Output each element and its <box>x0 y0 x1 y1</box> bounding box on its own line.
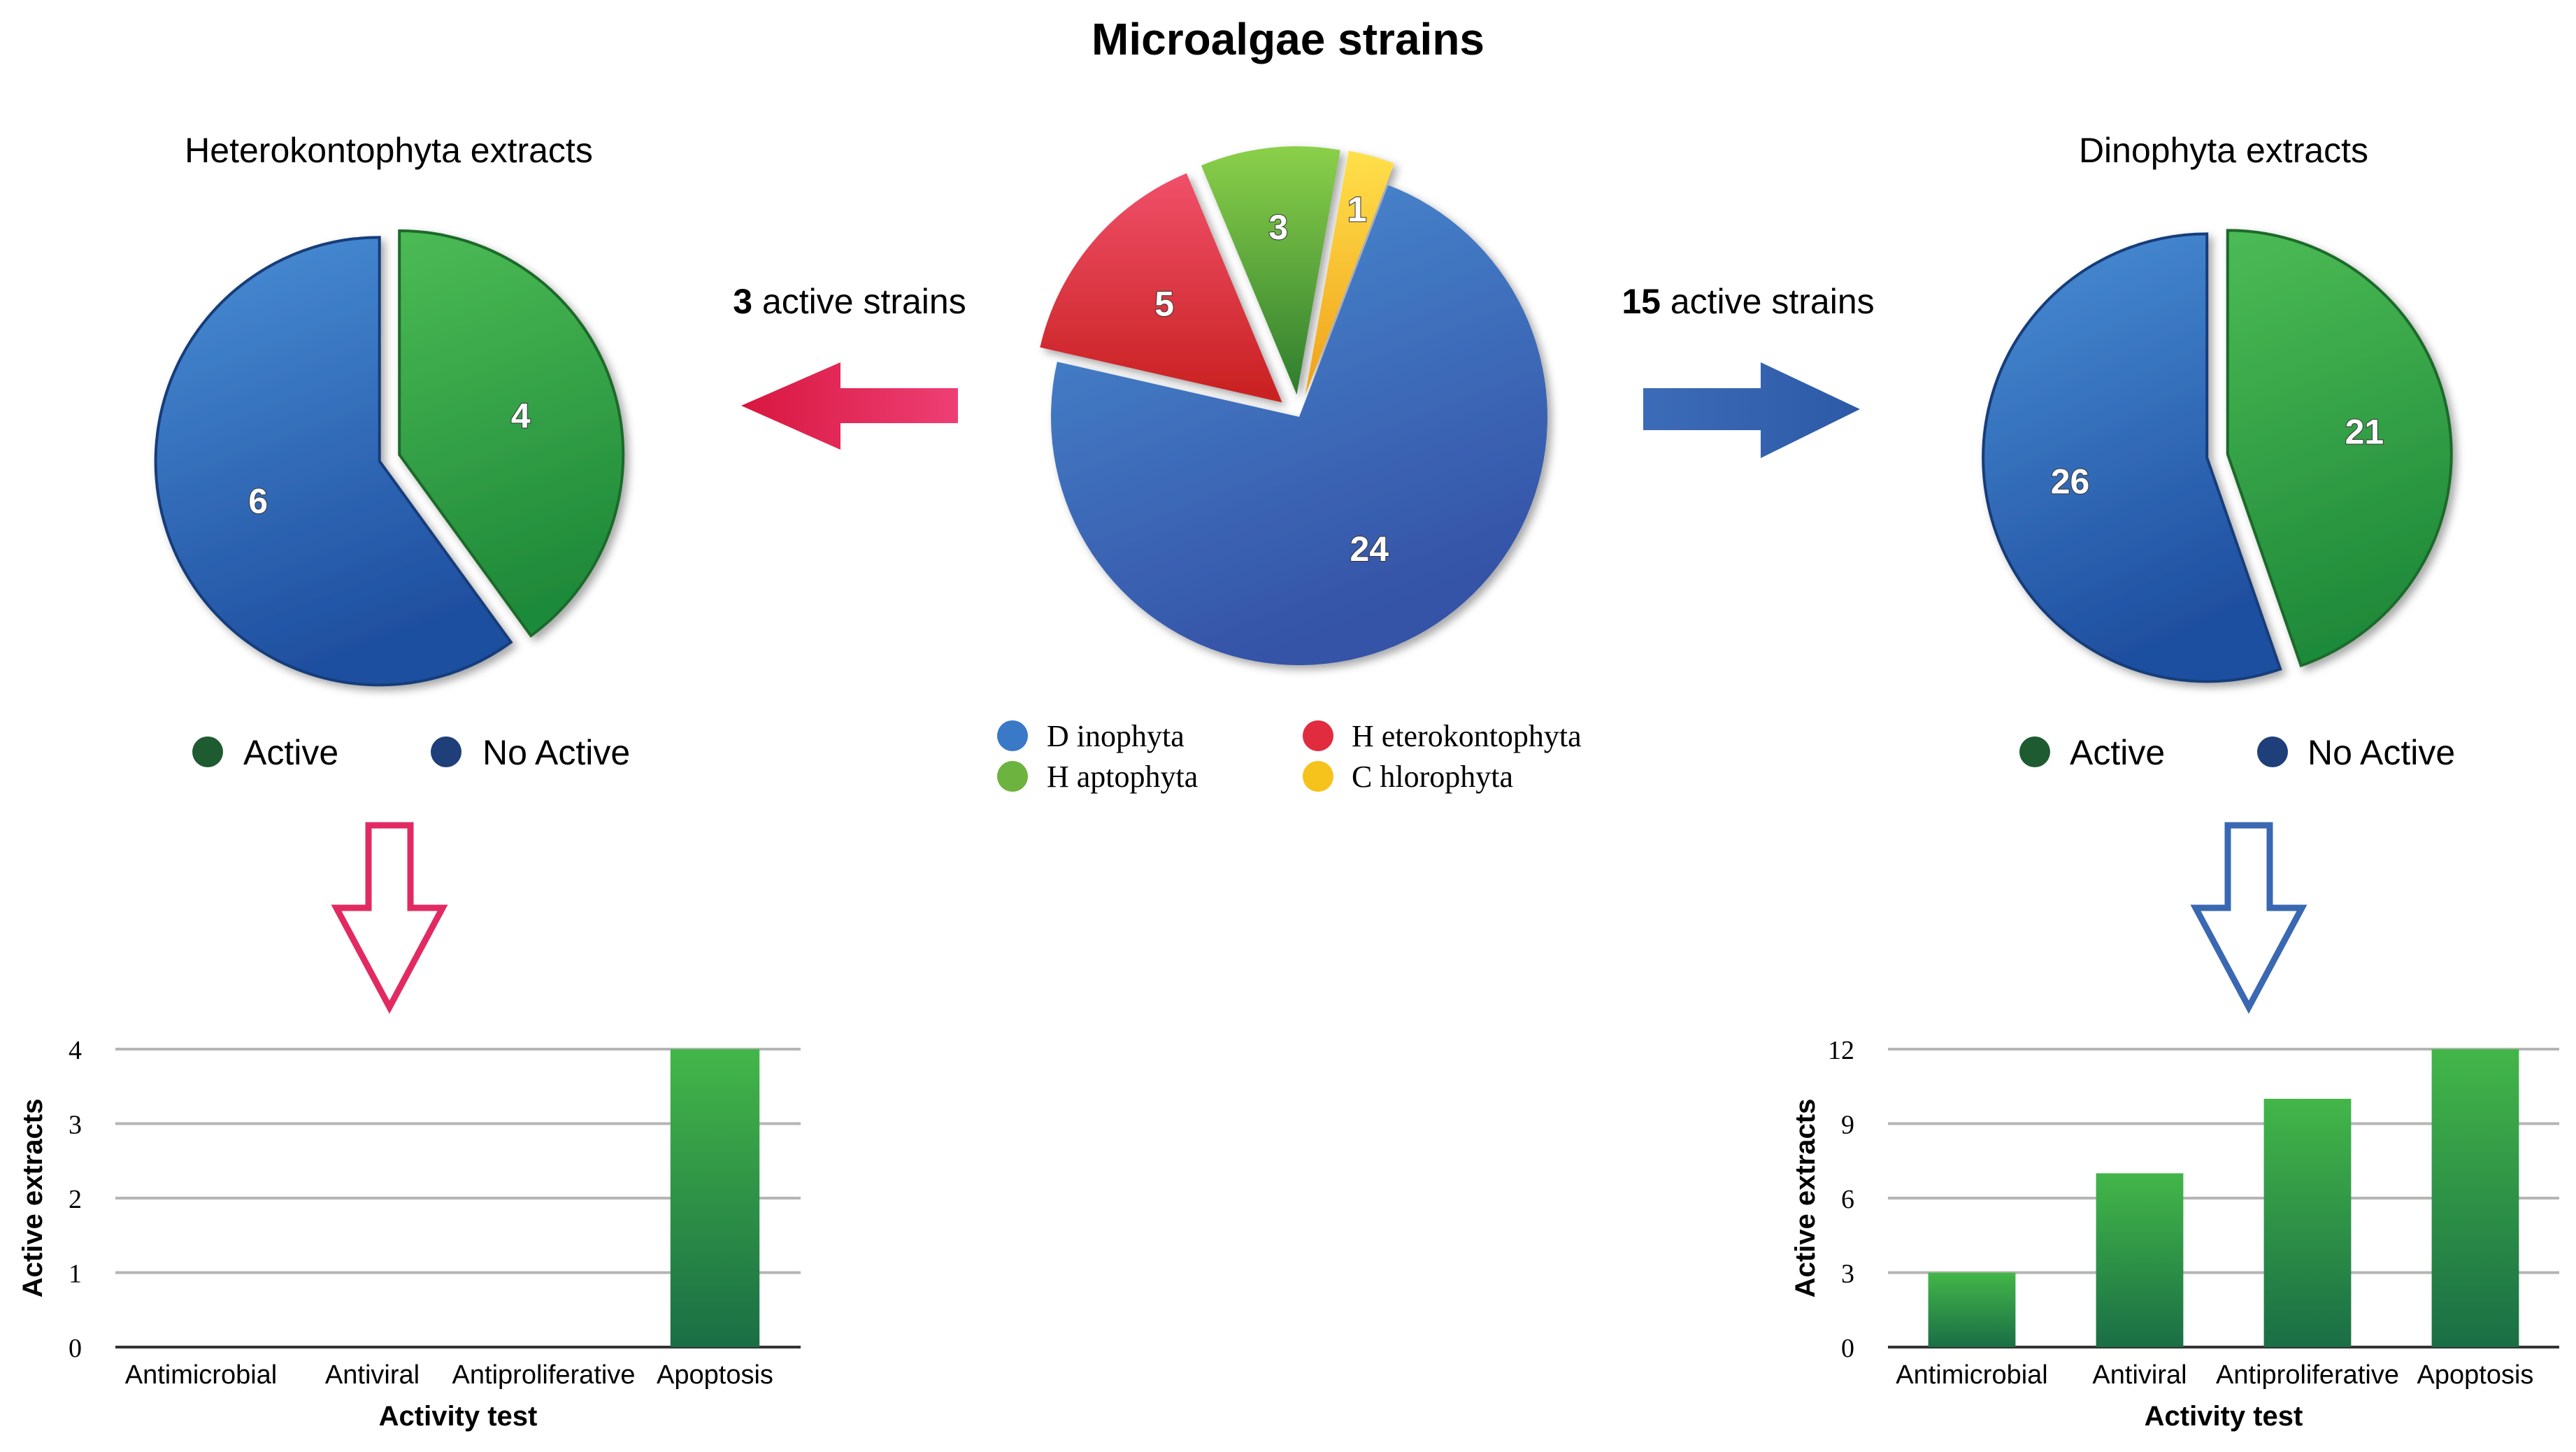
dino-pie-title: Dinophyta extracts <box>2079 131 2368 170</box>
pie-slice-chlorophyta <box>1305 150 1394 396</box>
y-tick-label: 0 <box>1841 1334 1854 1363</box>
y-tick-label: 3 <box>1841 1260 1854 1289</box>
hetero-pie-legend: Active No Active <box>192 733 630 772</box>
right-arrow <box>1643 362 1860 458</box>
data-label-no-active: 26 <box>2051 462 2090 501</box>
dino-pie: Dinophyta extracts 21 26 Active No Active <box>1982 131 2455 772</box>
data-label-heterokontophyta: 5 <box>1154 285 1174 324</box>
y-tick-label: 12 <box>1828 1036 1854 1065</box>
chart-title: Microalgae strains <box>1092 14 1484 64</box>
bar-apoptosis <box>2431 1049 2519 1347</box>
y-tick-label: 4 <box>69 1036 82 1065</box>
y-tick-label: 3 <box>69 1111 82 1140</box>
legend-marker-no-active <box>2257 736 2288 767</box>
pie-slice-active <box>398 229 625 638</box>
left-arrow-label: 3 active strains <box>733 282 966 321</box>
hetero-pie-title: Heterokontophyta extracts <box>185 131 593 170</box>
left-arrow-group: 3 active strains <box>733 282 966 450</box>
y-tick-label: 1 <box>69 1260 82 1289</box>
dino-bar-chart: 0 3 6 9 12 Antimicrobial Antiviral Antiprolifer… <box>1790 1036 2559 1432</box>
legend-label-chlorophyta: C hlorophyta <box>1352 760 1513 794</box>
bar-antiproliferative <box>2263 1099 2352 1347</box>
left-arrow-count: 3 <box>733 282 752 321</box>
dino-pie-legend: Active No Active <box>2019 733 2455 772</box>
legend-label-no-active: No Active <box>2307 733 2455 772</box>
main-pie-legend: D inophyta H eterokontophyta H aptophyta… <box>997 719 1582 794</box>
legend-label-no-active: No Active <box>482 733 630 772</box>
data-label-active: 21 <box>2345 412 2384 451</box>
x-tick-label-apoptosis: Apoptosis <box>2417 1360 2534 1390</box>
y-tick-label: 0 <box>69 1334 82 1363</box>
x-tick-label-antiviral: Antiviral <box>325 1360 420 1390</box>
left-arrow <box>741 362 958 450</box>
legend-marker-active <box>2019 736 2050 767</box>
x-axis-label: Activity test <box>379 1401 538 1432</box>
legend-marker-no-active <box>431 736 461 767</box>
hetero-bar-chart: 0 1 2 3 4 Antimicrobial Antiviral Antiprolifera… <box>17 1036 801 1432</box>
x-tick-label-antimicrobial: Antimicrobial <box>1896 1360 2048 1390</box>
data-label-chlorophyta: 1 <box>1347 190 1367 229</box>
pie-slice-active <box>2226 229 2453 668</box>
legend-label-heterokontophyta: H eterokontophyta <box>1352 719 1582 753</box>
y-axis-label: Active extracts <box>17 1099 48 1298</box>
y-axis-label: Active extracts <box>1790 1099 1821 1298</box>
x-tick-label-antiproliferative: Antiproliferative <box>452 1360 636 1390</box>
legend-marker-active <box>192 736 223 767</box>
down-arrow-left <box>331 822 448 1014</box>
legend-label-haptophyta: H aptophyta <box>1047 760 1198 794</box>
x-tick-label-apoptosis: Apoptosis <box>657 1360 773 1390</box>
data-label-no-active: 6 <box>248 482 268 521</box>
pie-slice-no-active <box>1982 232 2282 683</box>
pie-slice-haptophyta <box>1201 146 1340 395</box>
hetero-pie: Heterokontophyta extracts 4 6 Active No A… <box>154 131 630 772</box>
data-label-dinophyta: 24 <box>1350 529 1389 569</box>
left-arrow-text: active strains <box>752 282 966 321</box>
main-pie: 24 5 3 1 D inophyta H eterokontophyta H apt… <box>997 146 1582 794</box>
legend-label-active: Active <box>2070 733 2165 772</box>
right-arrow-text: active strains <box>1661 282 1875 321</box>
legend-label-active: Active <box>243 733 338 772</box>
bar-antimicrobial <box>1928 1272 2016 1347</box>
legend-marker-dinophyta <box>997 720 1028 751</box>
right-arrow-label: 15 active strains <box>1622 282 1874 321</box>
pie-slice-heterokontophyta <box>1040 173 1282 403</box>
bar-apoptosis <box>670 1049 760 1347</box>
pie-slice-no-active <box>154 236 513 687</box>
legend-marker-heterokontophyta <box>1303 720 1333 751</box>
legend-marker-haptophyta <box>997 761 1028 792</box>
bar-antiviral <box>2096 1173 2184 1347</box>
data-label-haptophyta: 3 <box>1268 208 1288 247</box>
right-arrow-group: 15 active strains <box>1622 282 1875 458</box>
y-tick-label: 6 <box>1841 1185 1854 1214</box>
legend-label-dinophyta: D inophyta <box>1047 719 1185 753</box>
legend-marker-chlorophyta <box>1303 761 1333 792</box>
x-tick-label-antiviral: Antiviral <box>2092 1360 2187 1390</box>
x-tick-label-antimicrobial: Antimicrobial <box>125 1360 278 1390</box>
data-label-active: 4 <box>511 397 531 436</box>
right-arrow-count: 15 <box>1622 282 1661 321</box>
x-tick-label-antiproliferative: Antiproliferative <box>2216 1360 2399 1390</box>
y-tick-label: 9 <box>1841 1111 1854 1140</box>
x-axis-label: Activity test <box>2145 1401 2303 1432</box>
y-tick-label: 2 <box>69 1185 82 1214</box>
pie-slice-dinophyta <box>1050 185 1547 665</box>
down-arrow-right <box>2190 822 2307 1014</box>
